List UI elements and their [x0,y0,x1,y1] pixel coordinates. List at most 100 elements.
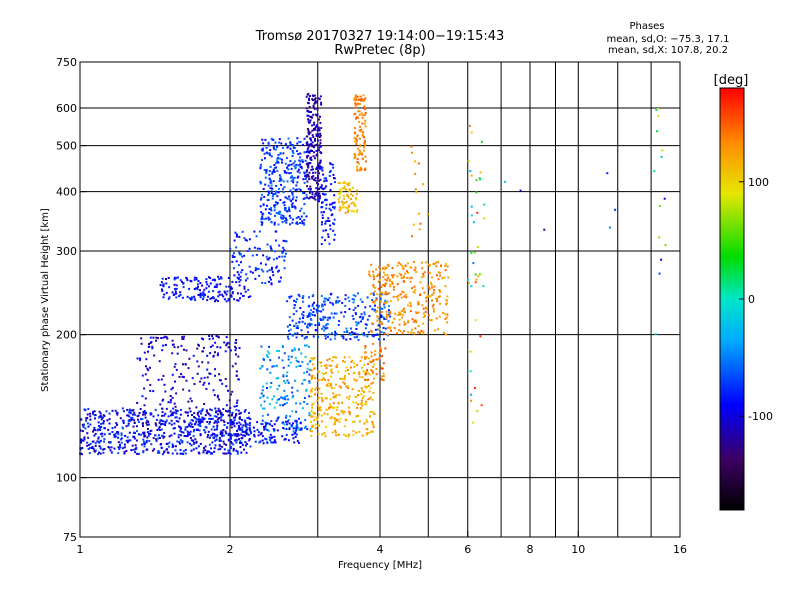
data-point [194,438,197,441]
data-point [213,394,216,397]
data-point [229,410,231,413]
data-point [267,190,270,193]
data-point [445,263,448,266]
data-point [181,280,183,283]
data-point [322,318,325,321]
data-point [202,449,205,452]
data-point [299,152,302,155]
data-point [338,188,341,191]
data-point [333,206,336,209]
data-point [296,440,299,443]
data-point [128,411,131,414]
data-point [421,267,424,270]
data-point [193,383,196,385]
data-point [291,221,294,224]
data-point [174,363,177,366]
data-point [417,325,420,327]
data-point [216,300,219,303]
data-point [391,281,393,283]
data-point [241,426,244,429]
data-point [190,449,193,452]
data-point [196,288,199,291]
data-point [262,442,265,445]
data-point [271,195,274,197]
data-point [290,175,293,178]
data-point [309,196,312,199]
data-point [126,414,128,417]
data-point [277,223,280,226]
data-point [477,275,480,278]
data-point [367,363,369,365]
data-point [155,336,158,339]
data-point [306,323,309,326]
data-point [328,333,330,336]
data-point [313,197,316,200]
data-point [519,189,522,192]
data-point [385,317,388,320]
data-point [409,266,412,268]
data-point [324,337,327,340]
data-point [383,317,386,320]
data-point [379,297,382,300]
data-point [654,333,657,336]
data-point [305,193,308,196]
data-point [102,420,105,423]
data-point [126,441,129,444]
data-point [335,365,338,368]
data-point [262,394,265,397]
data-point [480,404,483,407]
data-point [323,329,325,332]
data-point [289,189,292,192]
data-point [444,269,447,272]
data-point [299,218,302,220]
data-point [351,331,353,334]
data-point [202,418,205,421]
data-point [292,179,295,182]
data-point [320,414,323,417]
data-point [248,238,251,241]
data-point [368,414,371,417]
data-point [154,423,157,426]
data-point [270,283,273,286]
data-point [470,285,473,288]
data-point [346,193,349,196]
data-point [384,299,387,302]
data-point [183,419,186,422]
data-point [384,278,387,281]
data-point [469,170,472,172]
data-point [123,443,126,446]
data-point [382,379,385,382]
data-point [162,423,165,426]
data-point [432,262,435,265]
data-point [259,166,262,169]
data-point [317,126,320,129]
data-point [301,313,303,316]
data-point [314,101,317,104]
data-point [260,422,263,425]
data-point [404,272,407,275]
data-point [335,301,337,304]
data-point [310,430,313,433]
data-point [193,297,196,300]
data-point [214,420,217,423]
data-point [279,404,282,406]
data-point [190,400,193,403]
data-point [321,192,324,195]
data-point [335,356,337,359]
data-point [249,270,252,273]
data-point [332,392,335,395]
data-point [134,444,137,447]
data-point [225,385,228,388]
data-point [223,421,226,423]
data-point [354,295,357,297]
data-point [108,412,111,415]
data-point [294,356,297,359]
data-point [129,409,132,412]
data-point [237,273,240,276]
data-point [318,129,321,132]
data-point [306,403,309,405]
data-point [232,447,235,450]
data-point [199,293,202,296]
data-point [329,169,332,172]
